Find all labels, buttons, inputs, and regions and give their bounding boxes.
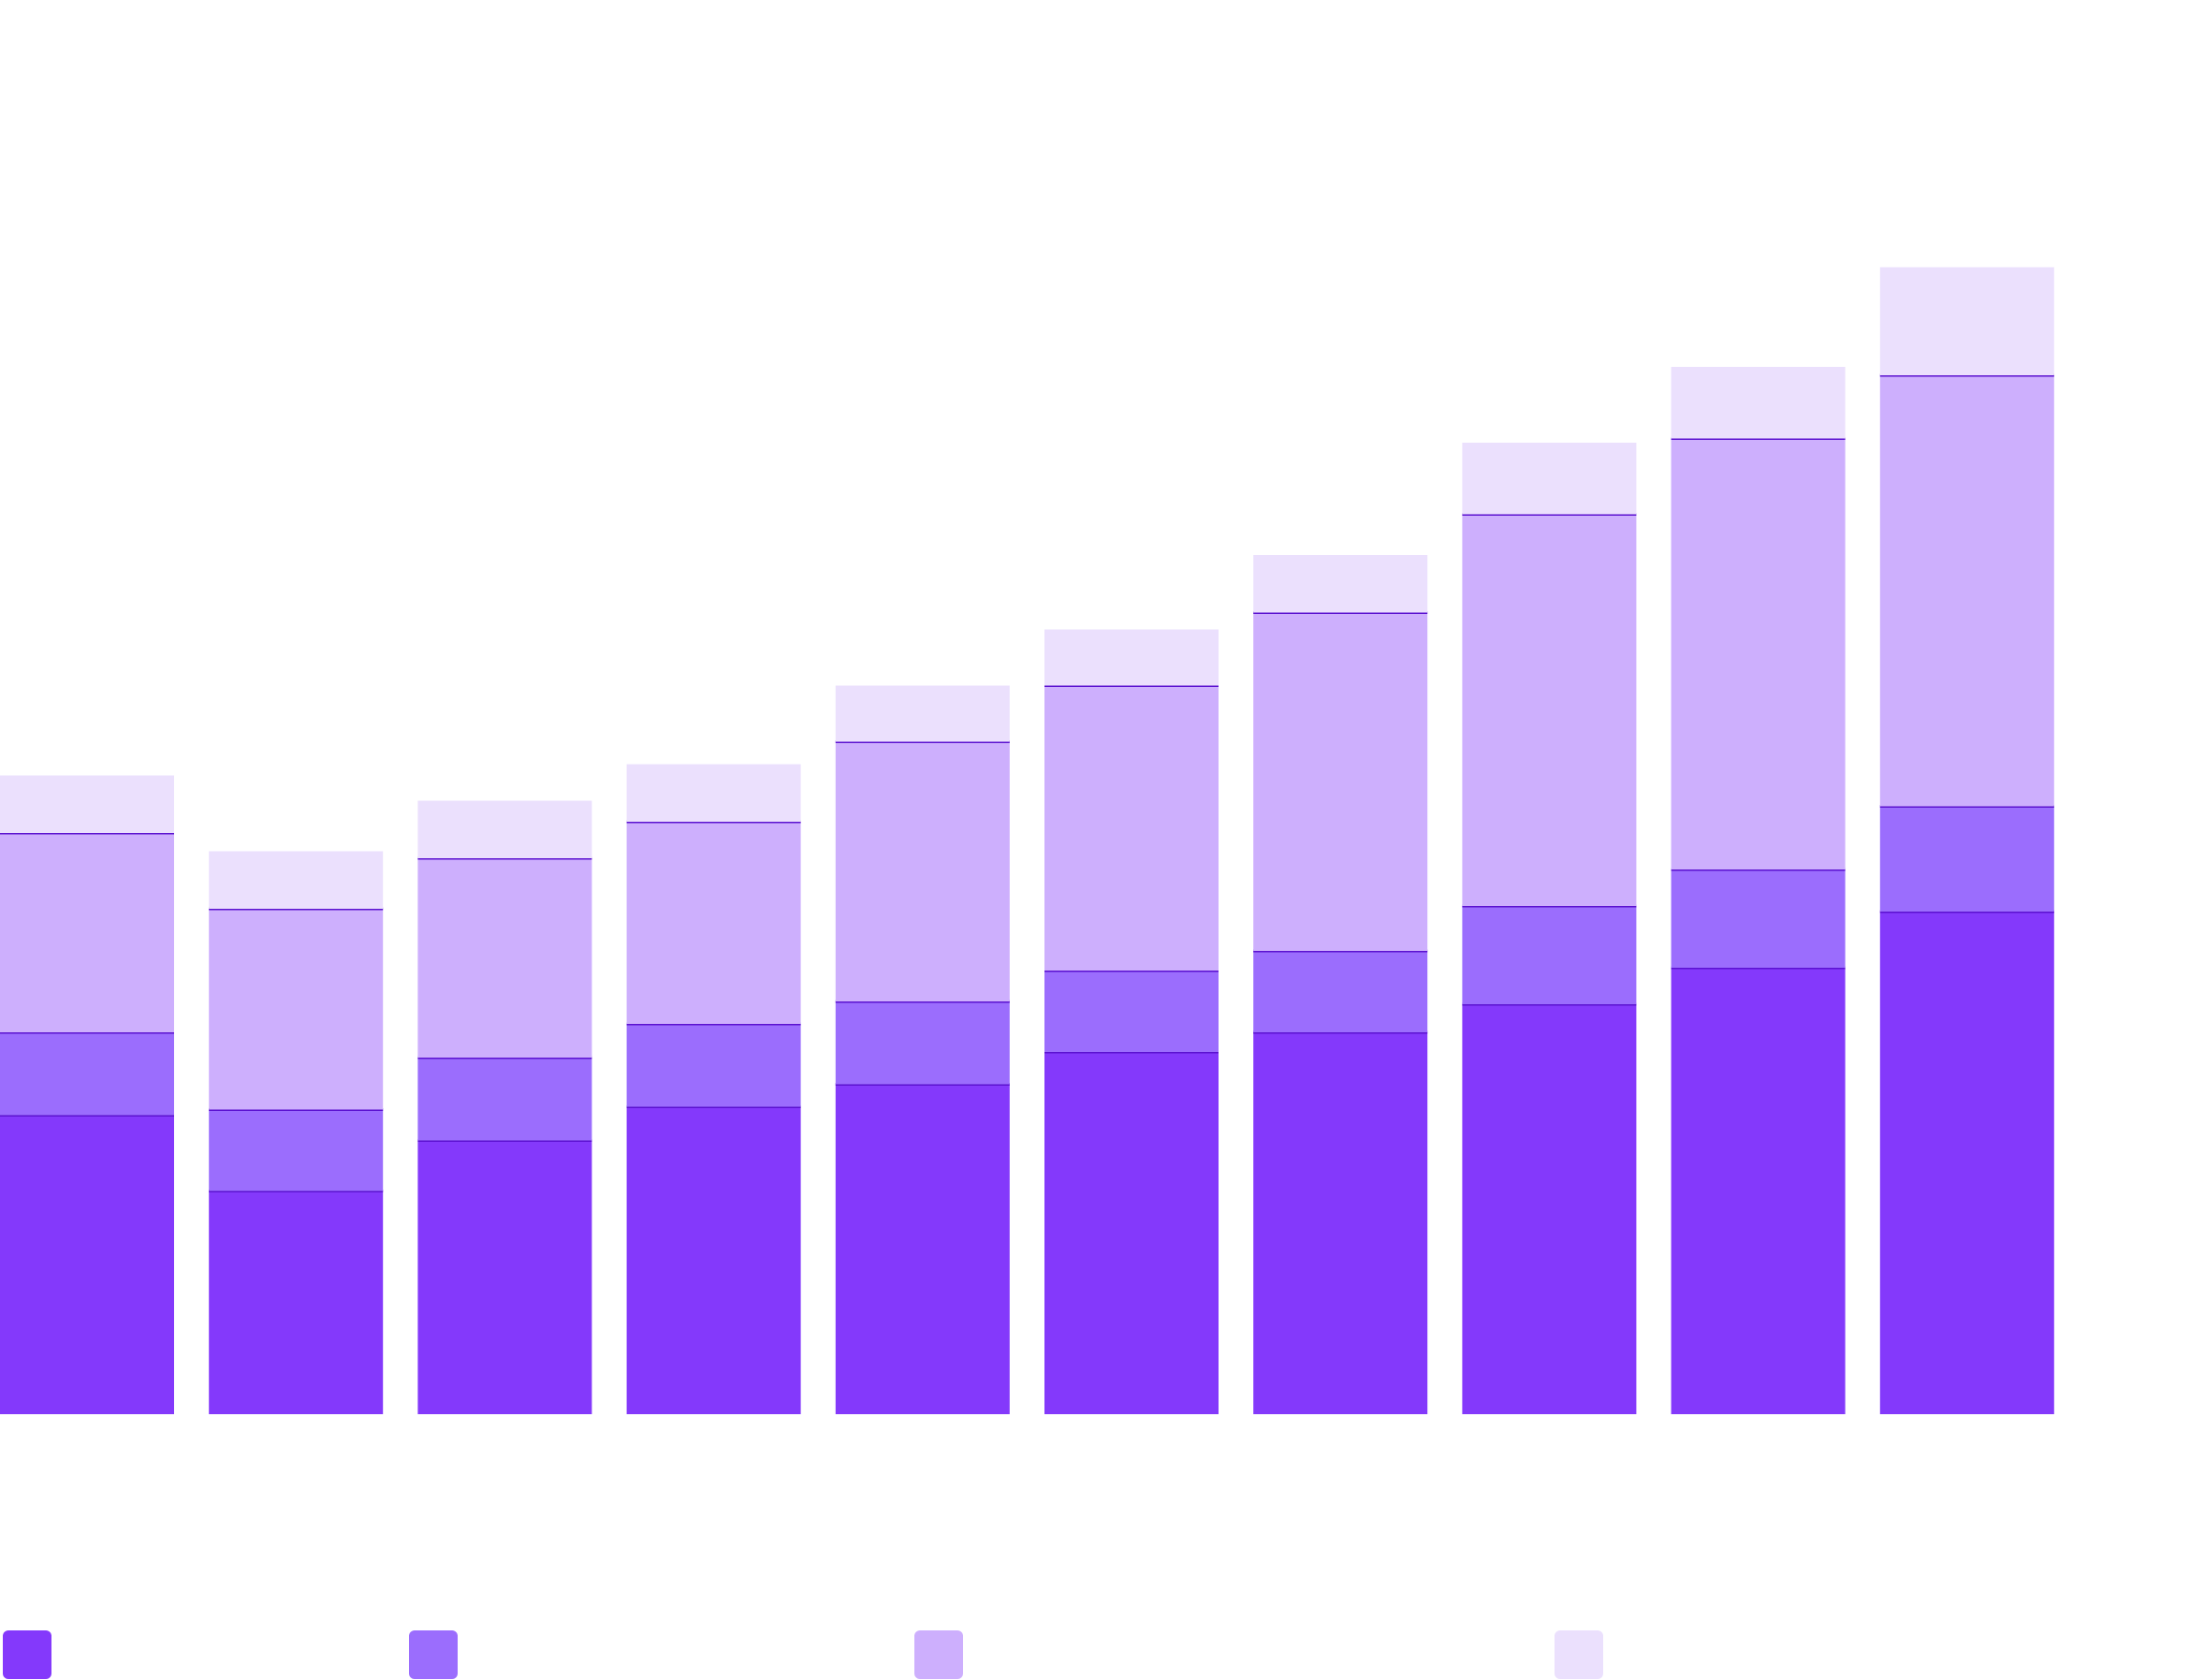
- bar-segment: [1044, 971, 1219, 1052]
- bar-segment: [626, 822, 801, 1024]
- bar-segment: [1671, 869, 1846, 968]
- bar-segment: [1462, 443, 1637, 515]
- bar-segment: [835, 741, 1010, 1001]
- bar-segment: [209, 909, 384, 1110]
- bar-segment: [1671, 968, 1846, 1414]
- bar-segment: [417, 1058, 592, 1141]
- bar-segment: [835, 685, 1010, 742]
- bar-segment: [1879, 912, 2054, 1414]
- bar-segment: [1671, 367, 1846, 439]
- bar-segment: [417, 800, 592, 858]
- bar-segment: [1044, 629, 1219, 686]
- bar-segment: [835, 1001, 1010, 1085]
- bar-segment: [1253, 1032, 1428, 1414]
- legend-swatch: [914, 1630, 963, 1679]
- bar-segment: [1253, 555, 1428, 613]
- bar-segment: [1671, 438, 1846, 869]
- bar-segment: [626, 764, 801, 822]
- legend-swatch: [409, 1630, 458, 1679]
- bar-segment: [209, 1191, 384, 1414]
- bar-segment: [1879, 375, 2054, 807]
- bar-segment: [1879, 806, 2054, 912]
- bar-segment: [1462, 906, 1637, 1004]
- bar-segment: [417, 1140, 592, 1414]
- bar-segment: [1462, 1004, 1637, 1414]
- bar-segment: [0, 1115, 174, 1414]
- bar-segment: [835, 1084, 1010, 1414]
- bar-segment: [626, 1024, 801, 1107]
- bar-segment: [1879, 267, 2054, 375]
- bar-segment: [1462, 514, 1637, 906]
- bar-segment: [0, 1032, 174, 1116]
- bar-segment: [0, 833, 174, 1032]
- bar-segment: [626, 1106, 801, 1414]
- bar-segment: [1044, 1052, 1219, 1414]
- bar-segment: [209, 1109, 384, 1191]
- bar-segment: [209, 851, 384, 909]
- bar-segment: [1044, 685, 1219, 971]
- bar-segment: [1253, 951, 1428, 1032]
- bar-segment: [0, 775, 174, 833]
- legend-swatch: [3, 1630, 51, 1679]
- bar-segment: [417, 858, 592, 1058]
- legend-swatch: [1555, 1630, 1603, 1679]
- bar-segment: [1253, 612, 1428, 951]
